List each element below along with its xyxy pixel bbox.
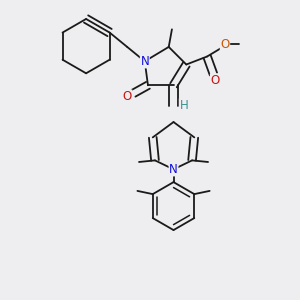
Text: N: N	[140, 55, 149, 68]
Text: N: N	[169, 163, 178, 176]
Text: O: O	[210, 74, 220, 87]
Text: O: O	[123, 90, 132, 103]
Text: O: O	[220, 38, 230, 51]
Text: H: H	[179, 99, 188, 112]
